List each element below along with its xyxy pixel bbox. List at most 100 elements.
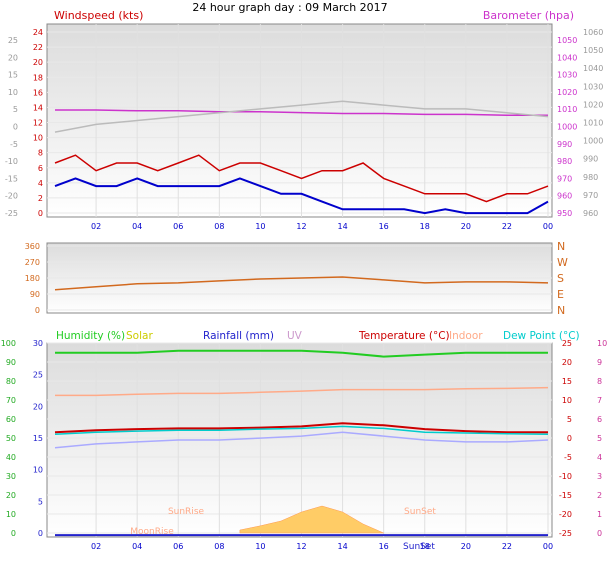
legend-uv: UV [287, 330, 303, 342]
legend-solar: Solar [126, 330, 153, 342]
x-tick-label: 20 [461, 222, 471, 231]
sun-annotation: MoonRise [130, 527, 174, 537]
compass-label: S [557, 272, 564, 285]
temp-tick-label: -20 [559, 510, 572, 519]
x-tick-label: 02 [91, 542, 101, 551]
baro-outer-tick-label: 960 [583, 209, 598, 218]
x-tick-label: 22 [502, 222, 512, 231]
x-tick-label: 12 [296, 222, 306, 231]
baro-tick-label: 1040 [557, 53, 577, 62]
dir-tick-label: 360 [25, 242, 40, 251]
x-tick-label: 16 [379, 542, 389, 551]
legend-dew_point: Dew Point (°C) [503, 330, 580, 342]
wind_speed-line [54, 154, 549, 203]
wind-tick-label: 16 [33, 88, 43, 97]
compass-label: N [557, 304, 565, 317]
x-tick-label: 04 [132, 222, 142, 231]
baro-outer-tick-label: 1010 [583, 119, 603, 128]
baro-tick-label: 950 [557, 209, 572, 218]
sun-annotation: SunSet [403, 542, 435, 552]
temp-tick-label: 15 [562, 377, 572, 386]
humidity-tick-label: 60 [6, 415, 16, 424]
x-tick-label: 02 [91, 222, 101, 231]
x-tick-label: 08 [214, 542, 224, 551]
humidity-tick-label: 30 [6, 472, 16, 481]
x-tick-label: 22 [502, 542, 512, 551]
humidity-tick-label: 80 [6, 377, 16, 386]
temp-tick-label: 20 [8, 53, 18, 62]
x-tick-label: 10 [255, 542, 265, 551]
temp-tick-label: 25 [562, 339, 572, 348]
uv-tick-label: 3 [597, 472, 602, 481]
temp-tick-label: -15 [5, 174, 18, 183]
rain-tick-label: 10 [33, 466, 43, 475]
wind-panel-bg [46, 23, 553, 218]
x-tick-label: 00 [543, 222, 553, 231]
temp-tick-label: 15 [8, 71, 18, 80]
humidity-tick-label: 10 [6, 510, 16, 519]
uv-tick-label: 10 [597, 339, 607, 348]
wind-tick-label: 0 [38, 209, 43, 218]
baro-tick-label: 1020 [557, 88, 577, 97]
dir-tick-label: 270 [25, 258, 40, 267]
baro-outer-tick-label: 1040 [583, 64, 603, 73]
baro-outer-tick-label: 1020 [583, 100, 603, 109]
uv-tick-label: 7 [597, 396, 602, 405]
temp-tick-label: -5 [10, 140, 18, 149]
temp-panel-bg [46, 342, 553, 538]
rain-tick-label: 15 [33, 434, 43, 443]
uv-tick-label: 9 [597, 358, 602, 367]
baro-tick-label: 1030 [557, 71, 577, 80]
x-tick-label: 08 [214, 222, 224, 231]
temp-tick-label: -5 [564, 453, 572, 462]
compass-label: W [557, 256, 568, 269]
dir-tick-label: 180 [25, 274, 40, 283]
temp-tick-label: -10 [5, 157, 18, 166]
rain-tick-label: 25 [33, 371, 43, 380]
rain-tick-label: 5 [38, 497, 43, 506]
humidity-tick-label: 70 [6, 396, 16, 405]
rain-tick-label: 20 [33, 402, 43, 411]
x-tick-label: 00 [543, 542, 553, 551]
baro-tick-label: 1010 [557, 105, 577, 114]
uv-tick-label: 1 [597, 510, 602, 519]
temp-tick-label: -10 [559, 472, 572, 481]
baro-outer-tick-label: 1030 [583, 82, 603, 91]
baro-outer-tick-label: 1000 [583, 137, 603, 146]
x-tick-label: 06 [173, 542, 183, 551]
uv-tick-label: 4 [597, 453, 602, 462]
wind-tick-label: 14 [33, 103, 43, 112]
baro-tick-label: 990 [557, 140, 572, 149]
x-tick-label: 04 [132, 542, 142, 551]
baro-tick-label: 1000 [557, 123, 577, 132]
compass-label: E [557, 288, 564, 301]
solar-area [239, 505, 384, 534]
wind-tick-label: 18 [33, 73, 43, 82]
barometer-label: Barometer (hpa) [483, 9, 574, 22]
x-tick-label: 20 [461, 542, 471, 551]
temp-tick-label: -25 [559, 529, 572, 538]
legend-temperature: Temperature (°C) [358, 330, 450, 342]
wind-tick-label: 24 [33, 28, 43, 37]
humidity-tick-label: 0 [11, 529, 16, 538]
windspeed-label: Windspeed (kts) [54, 9, 143, 22]
baro-tick-label: 970 [557, 174, 572, 183]
wind-tick-label: 20 [33, 58, 43, 67]
legend-rainfall: Rainfall (mm) [203, 330, 274, 342]
humidity-line [55, 349, 548, 358]
wind-tick-label: 22 [33, 43, 43, 52]
temp-tick-label: 5 [567, 415, 572, 424]
baro-tick-label: 980 [557, 157, 572, 166]
x-tick-label: 12 [296, 542, 306, 551]
temp-tick-label: 10 [562, 396, 572, 405]
compass-label: N [557, 240, 565, 253]
baro-outer-tick-label: 1050 [583, 46, 603, 55]
wind_avg-line [54, 177, 549, 215]
rain-tick-label: 30 [33, 339, 43, 348]
baro-tick-label: 1050 [557, 36, 577, 45]
temp-tick-label: -25 [5, 209, 18, 218]
x-tick-label: 18 [420, 542, 430, 551]
temperature-line [54, 422, 548, 434]
baro-outer-tick-label: 970 [583, 191, 598, 200]
